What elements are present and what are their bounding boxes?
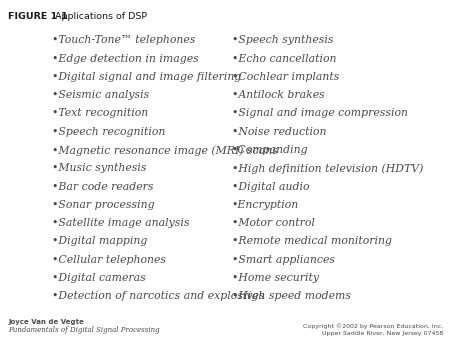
- Text: •Noise reduction: •Noise reduction: [232, 127, 326, 137]
- Text: •Satellite image analysis: •Satellite image analysis: [52, 218, 189, 228]
- Text: •Cellular telephones: •Cellular telephones: [52, 255, 166, 265]
- Text: •Motor control: •Motor control: [232, 218, 315, 228]
- Text: •Digital signal and image filtering: •Digital signal and image filtering: [52, 72, 241, 82]
- Text: •Digital audio: •Digital audio: [232, 182, 309, 192]
- Text: •Seismic analysis: •Seismic analysis: [52, 90, 149, 100]
- Text: •Edge detection in images: •Edge detection in images: [52, 54, 198, 64]
- Text: •High definition television (HDTV): •High definition television (HDTV): [232, 163, 423, 174]
- Text: •Sonar processing: •Sonar processing: [52, 200, 154, 210]
- Text: FIGURE 1-1: FIGURE 1-1: [8, 12, 68, 21]
- Text: •Detection of narcotics and explosives: •Detection of narcotics and explosives: [52, 291, 264, 301]
- Text: Fundamentals of Digital Signal Processing: Fundamentals of Digital Signal Processin…: [8, 326, 160, 334]
- Text: •Remote medical monitoring: •Remote medical monitoring: [232, 236, 392, 246]
- Text: •Companding: •Companding: [232, 145, 308, 155]
- Text: Joyce Van de Vegte: Joyce Van de Vegte: [8, 319, 84, 325]
- Text: •Music synthesis: •Music synthesis: [52, 163, 146, 173]
- Text: •Digital cameras: •Digital cameras: [52, 273, 145, 283]
- Text: •Bar code readers: •Bar code readers: [52, 182, 153, 192]
- Text: •Antilock brakes: •Antilock brakes: [232, 90, 324, 100]
- Text: •Touch-Tone™ telephones: •Touch-Tone™ telephones: [52, 35, 195, 46]
- Text: •Cochlear implants: •Cochlear implants: [232, 72, 339, 82]
- Text: •Digital mapping: •Digital mapping: [52, 236, 147, 246]
- Text: Applications of DSP: Applications of DSP: [46, 12, 148, 21]
- Text: •Echo cancellation: •Echo cancellation: [232, 54, 336, 64]
- Text: •Home security: •Home security: [232, 273, 319, 283]
- Text: •Smart appliances: •Smart appliances: [232, 255, 335, 265]
- Text: •Text recognition: •Text recognition: [52, 108, 148, 119]
- Text: •High speed modems: •High speed modems: [232, 291, 351, 301]
- Text: •Speech recognition: •Speech recognition: [52, 127, 165, 137]
- Text: Copyright ©2002 by Pearson Education, Inc.
Upper Saddle River, New Jersey 07458
: Copyright ©2002 by Pearson Education, In…: [303, 324, 443, 338]
- Text: •Encryption: •Encryption: [232, 200, 299, 210]
- Text: •Speech synthesis: •Speech synthesis: [232, 35, 333, 46]
- Text: •Signal and image compression: •Signal and image compression: [232, 108, 408, 119]
- Text: •Magnetic resonance image (MRI) scans: •Magnetic resonance image (MRI) scans: [52, 145, 278, 155]
